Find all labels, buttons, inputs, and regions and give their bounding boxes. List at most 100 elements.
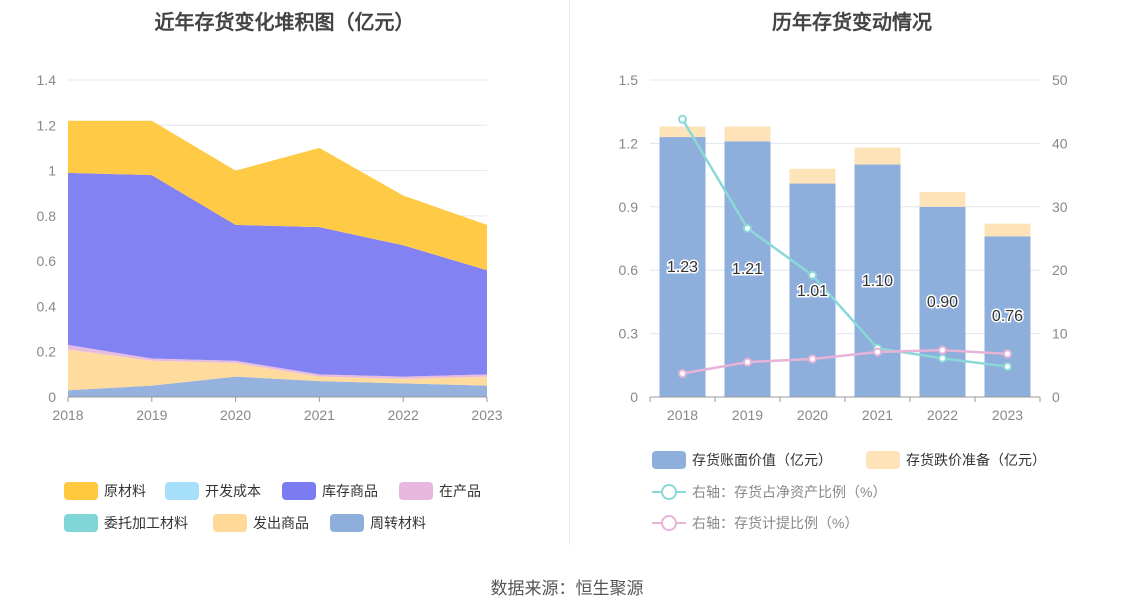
panel-divider xyxy=(569,0,570,545)
y-tick-label: 0 xyxy=(630,389,638,405)
bar-data-label: 0.76 xyxy=(992,308,1023,325)
x-tick-label: 2020 xyxy=(797,407,828,423)
left-chart-legend: 原材料 开发成本 库存商品 在产品委托加工材料 发出商品 周转材料 xyxy=(64,481,481,533)
legend-swatch xyxy=(399,482,433,500)
area-周转材料 xyxy=(68,376,487,397)
bar-impairment-reserve xyxy=(854,147,901,165)
legend-label: 原材料 xyxy=(104,483,146,499)
line-series xyxy=(682,348,1008,375)
y-tick-label: 0.9 xyxy=(619,199,639,215)
legend-line-swatch xyxy=(652,483,686,501)
y-tick-label: 0.8 xyxy=(37,208,57,224)
area-原材料 xyxy=(68,120,487,271)
bar-data-label: 0.90 xyxy=(927,294,958,311)
line-point xyxy=(678,114,687,124)
y-tick-label: 0.6 xyxy=(619,262,639,278)
left-stacked-area-chart: 0 0.2 0.4 0.6 0.8 1 1.2 1.4 2018 2019 2020 2021 2022… xyxy=(37,72,503,423)
bar-data-label: 1.21 xyxy=(732,261,763,278)
bar-data-label: 1.23 xyxy=(667,259,698,276)
bar-data-label: 1.01 xyxy=(797,283,828,300)
legend-item[interactable]: 开发成本 xyxy=(165,481,261,501)
y-tick-label: 0.2 xyxy=(37,344,57,360)
x-tick-label: 2021 xyxy=(304,407,335,423)
legend-label: 存货跌价准备（亿元） xyxy=(906,452,1046,468)
bar-book-value xyxy=(854,164,901,397)
bar-book-value xyxy=(659,137,706,397)
y-tick-label: 1.5 xyxy=(619,72,639,88)
legend-swatch xyxy=(64,482,98,500)
legend-item[interactable]: 库存商品 xyxy=(282,481,378,501)
y2-tick-label: 0 xyxy=(1052,389,1060,405)
legend-item[interactable]: 存货账面价值（亿元） xyxy=(652,450,832,470)
legend-label: 周转材料 xyxy=(370,515,426,531)
legend-item[interactable]: 右轴：存货计提比例（%） xyxy=(652,513,858,533)
legend-item[interactable]: 委托加工材料 xyxy=(64,513,188,533)
legend-line-swatch xyxy=(652,514,686,532)
right-chart-legend: 存货账面价值（亿元） 存货跌价准备（亿元） 右轴：存货占净资产比例（%） 右轴：存货计… xyxy=(570,0,1134,612)
legend-label: 委托加工材料 xyxy=(104,515,188,531)
legend-swatch xyxy=(213,514,247,532)
right-chart-title: 历年存货变动情况 xyxy=(772,12,932,34)
y-tick-label: 0 xyxy=(48,389,56,405)
y2-tick-label: 10 xyxy=(1052,326,1068,342)
y-tick-label: 0.6 xyxy=(37,253,57,269)
line-point xyxy=(678,369,687,379)
legend-label: 发出商品 xyxy=(253,515,309,531)
bar-book-value xyxy=(919,206,966,397)
area-库存商品 xyxy=(68,172,487,377)
line-point xyxy=(1003,349,1012,359)
legend-item[interactable]: 发出商品 xyxy=(213,513,309,533)
bar-impairment-reserve xyxy=(724,126,771,142)
bar-impairment-reserve xyxy=(789,168,836,184)
line-point xyxy=(743,223,752,233)
legend-label: 开发成本 xyxy=(205,483,261,499)
bar-impairment-reserve xyxy=(984,223,1031,237)
x-tick-label: 2018 xyxy=(667,407,698,423)
y-tick-label: 0.4 xyxy=(37,298,57,314)
line-series xyxy=(681,118,1008,368)
x-tick-label: 2021 xyxy=(862,407,893,423)
line-point xyxy=(808,354,817,364)
legend-label: 右轴：存货计提比例（%） xyxy=(692,515,859,531)
x-tick-label: 2022 xyxy=(388,407,419,423)
bar-impairment-reserve xyxy=(919,192,966,207)
legend-swatch xyxy=(866,451,900,469)
legend-label: 存货账面价值（亿元） xyxy=(692,452,832,468)
left-chart-title: 近年存货变化堆积图（亿元） xyxy=(154,12,415,34)
legend-label: 右轴：存货占净资产比例（%） xyxy=(692,484,887,500)
right-bar-line-chart: 0 0.3 0.6 0.9 1.2 1.5 0 10 20 30 40 50 2018 2019 2020 2… xyxy=(619,72,1068,423)
legend-swatch xyxy=(64,514,98,532)
line-point xyxy=(938,353,947,363)
y2-tick-label: 30 xyxy=(1052,199,1068,215)
legend-swatch xyxy=(652,451,686,469)
line-point xyxy=(743,357,752,367)
y-tick-label: 1.2 xyxy=(37,117,57,133)
legend-label: 库存商品 xyxy=(322,483,378,499)
line-point xyxy=(873,347,882,357)
area-发出商品 xyxy=(68,349,487,391)
x-tick-label: 2023 xyxy=(992,407,1023,423)
data-source-footer: 数据来源：恒生聚源 xyxy=(490,579,644,598)
line-point xyxy=(808,270,817,280)
legend-item[interactable]: 在产品 xyxy=(399,481,481,501)
y2-tick-label: 50 xyxy=(1052,72,1068,88)
bar-book-value xyxy=(724,141,771,397)
x-tick-label: 2019 xyxy=(136,407,167,423)
legend-item[interactable]: 右轴：存货占净资产比例（%） xyxy=(652,482,886,502)
x-tick-label: 2022 xyxy=(927,407,958,423)
y-tick-label: 1 xyxy=(48,163,56,179)
bar-impairment-reserve xyxy=(659,126,706,138)
legend-label: 在产品 xyxy=(439,483,481,499)
legend-swatch xyxy=(282,482,316,500)
x-tick-label: 2018 xyxy=(52,407,83,423)
y2-tick-label: 40 xyxy=(1052,135,1068,151)
x-tick-label: 2023 xyxy=(471,407,502,423)
legend-swatch xyxy=(165,482,199,500)
line-point xyxy=(1003,362,1012,372)
y2-tick-label: 20 xyxy=(1052,262,1068,278)
x-tick-label: 2020 xyxy=(220,407,251,423)
legend-item[interactable]: 原材料 xyxy=(64,481,146,501)
bar-data-label: 1.10 xyxy=(862,273,893,290)
legend-item[interactable]: 存货跌价准备（亿元） xyxy=(866,450,1046,470)
legend-item[interactable]: 周转材料 xyxy=(330,513,426,533)
